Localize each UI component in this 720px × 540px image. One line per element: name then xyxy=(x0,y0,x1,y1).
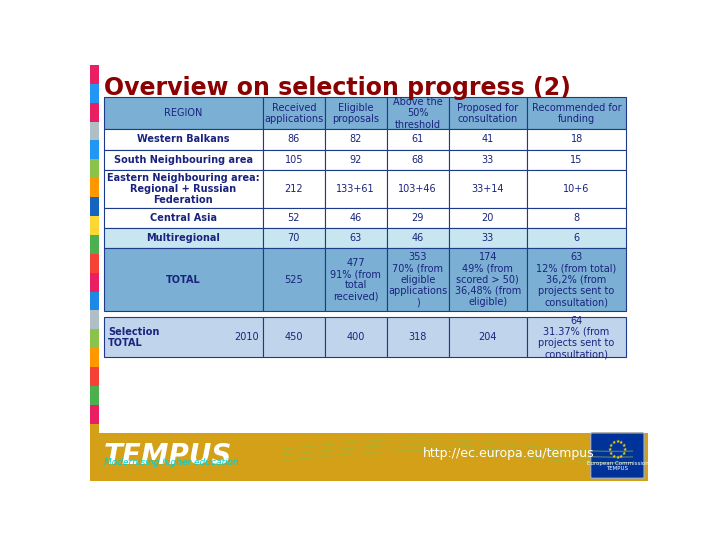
Text: Above the
50%
threshold: Above the 50% threshold xyxy=(393,97,443,130)
Bar xyxy=(325,248,387,311)
Text: ★: ★ xyxy=(619,440,624,445)
Text: TOTAL: TOTAL xyxy=(166,275,201,285)
Text: 204: 204 xyxy=(479,333,497,342)
Bar xyxy=(449,208,527,228)
Text: Proposed for
consultation: Proposed for consultation xyxy=(457,103,518,124)
Bar xyxy=(90,103,99,122)
Bar xyxy=(90,235,99,254)
Text: 46: 46 xyxy=(350,213,362,223)
Text: 46: 46 xyxy=(412,233,424,243)
Bar xyxy=(263,248,325,311)
Text: 63: 63 xyxy=(350,233,362,243)
Bar xyxy=(527,248,626,311)
Text: European Commission
TEMPUS: European Commission TEMPUS xyxy=(587,461,648,471)
Text: 33: 33 xyxy=(482,154,494,165)
Text: Overview on selection progress (2): Overview on selection progress (2) xyxy=(104,76,571,99)
Bar xyxy=(387,208,449,228)
Bar xyxy=(387,318,449,357)
Bar xyxy=(387,97,449,130)
Text: 33: 33 xyxy=(482,233,494,243)
Bar xyxy=(263,130,325,150)
Text: ★: ★ xyxy=(622,451,626,456)
Bar xyxy=(325,318,387,357)
Text: Eligible
proposals: Eligible proposals xyxy=(332,103,379,124)
Bar xyxy=(325,97,387,130)
Bar xyxy=(387,228,449,248)
Bar xyxy=(325,150,387,170)
Bar xyxy=(90,216,99,235)
Text: 10+6: 10+6 xyxy=(564,184,590,194)
Bar xyxy=(104,228,263,248)
Text: Selection
TOTAL: Selection TOTAL xyxy=(108,327,159,348)
Text: 525: 525 xyxy=(284,275,303,285)
Bar xyxy=(387,248,449,311)
Bar xyxy=(387,130,449,150)
Text: 103+46: 103+46 xyxy=(398,184,437,194)
Text: ★: ★ xyxy=(615,455,620,460)
Text: 52: 52 xyxy=(287,213,300,223)
Text: Modernising higher education: Modernising higher education xyxy=(104,458,239,467)
Bar xyxy=(325,170,387,208)
Text: Central Asia: Central Asia xyxy=(150,213,217,223)
Bar xyxy=(90,310,99,329)
Text: ★: ★ xyxy=(619,454,624,458)
Text: 8: 8 xyxy=(574,213,580,223)
Bar xyxy=(104,170,263,208)
Text: 353
70% (from
eligible
applications
): 353 70% (from eligible applications ) xyxy=(388,252,447,307)
Text: 61: 61 xyxy=(412,134,424,145)
Text: http://ec.europa.eu/tempus: http://ec.europa.eu/tempus xyxy=(423,447,595,460)
Bar xyxy=(527,150,626,170)
Bar xyxy=(90,443,99,462)
Bar xyxy=(263,228,325,248)
Text: 92: 92 xyxy=(350,154,362,165)
Bar xyxy=(104,130,263,150)
Text: 400: 400 xyxy=(346,333,365,342)
Bar xyxy=(263,97,325,130)
Text: 174
49% (from
scored > 50)
36,48% (from
eligible): 174 49% (from scored > 50) 36,48% (from … xyxy=(454,252,521,307)
Bar xyxy=(90,197,99,216)
Bar xyxy=(90,273,99,292)
Text: 70: 70 xyxy=(287,233,300,243)
Bar xyxy=(527,97,626,130)
Text: 64
31.37% (from
projects sent to
consultation): 64 31.37% (from projects sent to consult… xyxy=(539,315,615,359)
Bar xyxy=(449,130,527,150)
Bar xyxy=(263,208,325,228)
Text: Recommended for
funding: Recommended for funding xyxy=(532,103,621,124)
Bar xyxy=(263,170,325,208)
Text: ★: ★ xyxy=(623,447,627,452)
Bar xyxy=(90,386,99,405)
Text: 29: 29 xyxy=(412,213,424,223)
Bar xyxy=(90,140,99,159)
Text: ★: ★ xyxy=(608,451,613,456)
Text: Received
applications: Received applications xyxy=(264,103,323,124)
Bar xyxy=(527,208,626,228)
Text: 318: 318 xyxy=(408,333,427,342)
Bar xyxy=(90,462,99,481)
Text: ★: ★ xyxy=(608,447,612,452)
Bar xyxy=(90,433,648,481)
Text: 82: 82 xyxy=(350,134,362,145)
Bar xyxy=(90,159,99,178)
Text: 20: 20 xyxy=(482,213,494,223)
Bar xyxy=(90,292,99,310)
Text: TEMPUS: TEMPUS xyxy=(104,442,233,470)
Bar xyxy=(325,130,387,150)
Bar xyxy=(90,405,99,424)
Text: ★: ★ xyxy=(611,454,616,458)
Bar xyxy=(90,178,99,197)
Bar xyxy=(527,228,626,248)
Bar xyxy=(449,97,527,130)
Bar xyxy=(90,424,99,443)
Text: 68: 68 xyxy=(412,154,424,165)
Bar xyxy=(387,150,449,170)
Bar xyxy=(449,248,527,311)
Text: ★: ★ xyxy=(611,440,616,445)
FancyBboxPatch shape xyxy=(590,433,644,478)
Bar xyxy=(104,150,263,170)
Bar xyxy=(449,318,527,357)
Bar xyxy=(90,84,99,103)
Text: 2010: 2010 xyxy=(234,333,259,342)
Bar xyxy=(90,65,99,84)
Text: 133+61: 133+61 xyxy=(336,184,375,194)
Bar xyxy=(104,208,263,228)
